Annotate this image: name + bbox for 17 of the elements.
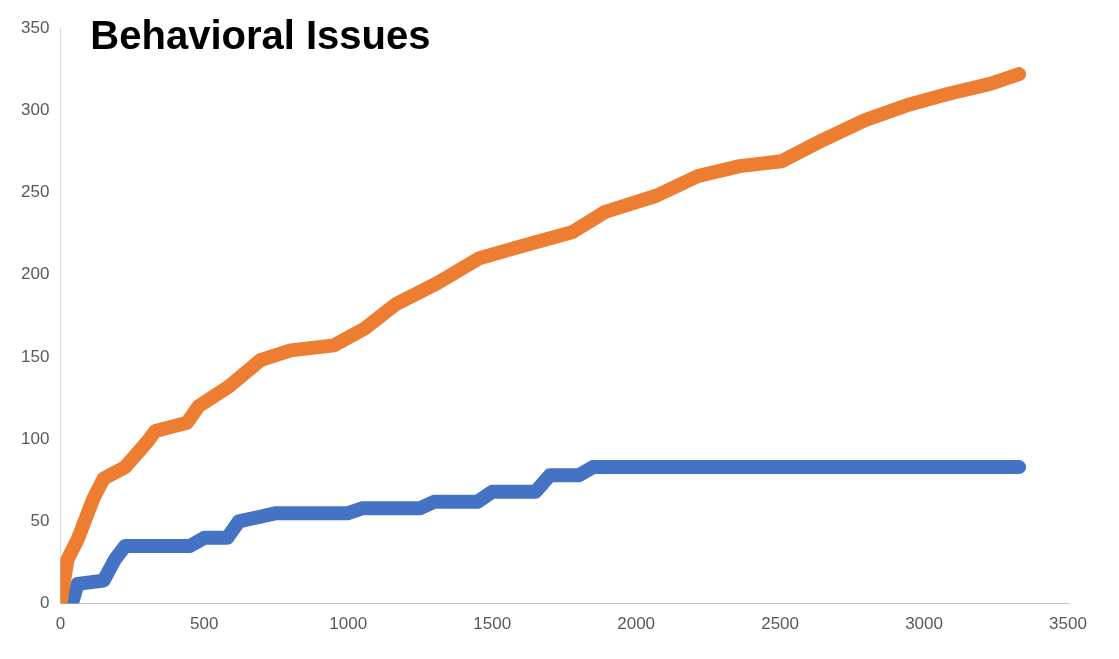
chart-title: Behavioral Issues bbox=[90, 13, 431, 58]
y-tick-label: 50 bbox=[30, 511, 50, 531]
y-tick-label: 150 bbox=[20, 346, 50, 366]
x-tick-label: 2500 bbox=[761, 614, 800, 634]
x-tick-label: 500 bbox=[190, 614, 219, 634]
y-tick-label: 200 bbox=[20, 264, 50, 284]
x-tick-label: 1500 bbox=[473, 614, 512, 634]
x-tick-label: 3500 bbox=[1049, 614, 1087, 634]
y-tick-label: 0 bbox=[39, 593, 50, 613]
x-tick-label: 3000 bbox=[905, 614, 943, 634]
x-tick-label: 0 bbox=[55, 614, 66, 634]
y-tick-label: 350 bbox=[20, 17, 50, 37]
y-tick-label: 300 bbox=[20, 99, 50, 119]
y-tick-label: 250 bbox=[20, 182, 50, 202]
y-tick-label: 100 bbox=[20, 428, 50, 448]
x-tick-label: 2000 bbox=[617, 614, 656, 634]
x-tick-label: 1000 bbox=[329, 614, 368, 634]
